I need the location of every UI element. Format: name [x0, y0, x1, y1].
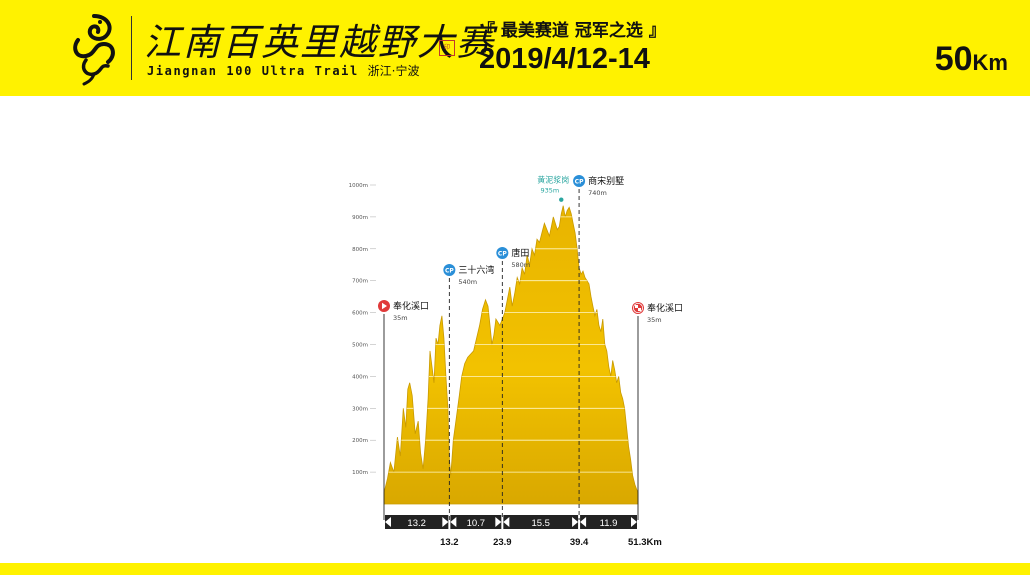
point-name-label: 奉化溪口: [393, 300, 429, 312]
segment-arrow-icon: [450, 517, 457, 527]
header-band: 江南百英里越野大赛 印 Jiangnan 100 Ultra Trail 浙江·…: [0, 0, 1030, 96]
segment-distance-label: 13.2: [407, 518, 426, 529]
checker-square: [635, 305, 638, 308]
segment-arrow-icon: [495, 517, 502, 527]
point-name-label: 唐田: [511, 247, 529, 259]
cp-icon: [496, 247, 509, 259]
segment-bar-block: [580, 515, 637, 529]
y-tick-label: 300m: [352, 406, 368, 412]
cp-icon: [443, 264, 456, 276]
play-triangle-icon: [382, 302, 387, 310]
dragon-logo-icon: [73, 14, 115, 86]
y-tick-label: 900m: [352, 215, 368, 221]
segment-bar-block: [450, 515, 502, 529]
checker-square: [638, 308, 641, 311]
segment-arrow-icon: [503, 517, 510, 527]
segment-distance-label: 10.7: [467, 518, 486, 529]
km-tick-label: 51.3Km: [628, 537, 662, 548]
race-title: 江南百英里越野大赛: [144, 21, 495, 64]
race-title-english: Jiangnan 100 Ultra Trail: [147, 64, 359, 78]
elevation-area: [383, 205, 639, 505]
peak-name-label: 黄泥浆岗: [537, 175, 569, 185]
footer-band: [0, 563, 1030, 575]
race-date: 2019/4/12-14: [479, 43, 650, 75]
peak-elevation-label: 935m: [541, 187, 560, 195]
segment-distance-label: 11.9: [600, 518, 618, 529]
point-elevation-label: 35m: [393, 314, 408, 322]
checkpoint-markers: 奉化溪口 35m CP 三十六湾 540m CP 唐田 580m 黄泥浆岗 935m CP 商宋别墅 7…: [378, 175, 683, 324]
distance-unit: Km: [972, 50, 1008, 75]
race-location: 浙江·宁波: [367, 64, 420, 78]
y-tick-label: 400m: [352, 374, 368, 380]
distance-badge: 50Km: [935, 40, 1008, 79]
y-tick-label: 100m: [352, 470, 368, 476]
red-seal-stamp: 印: [439, 40, 455, 56]
point-name-label: 商宋别墅: [588, 175, 624, 187]
point-name-label: 奉化溪口: [647, 302, 683, 314]
segment-bar-block: [503, 515, 579, 529]
checker-ring: [633, 302, 644, 313]
checkered-flag-icon: [633, 302, 644, 313]
point-elevation-label: 540m: [458, 278, 477, 286]
race-subtitle: Jiangnan 100 Ultra Trail 浙江·宁波: [147, 62, 419, 79]
point-elevation-label: 35m: [647, 316, 662, 324]
point-elevation-label: 740m: [588, 189, 607, 197]
logo-divider: [131, 16, 132, 80]
y-tick-label: 1000m: [349, 183, 368, 189]
segment-bar: 13.2 10.7 15.5 11.9: [385, 515, 637, 529]
segment-arrow-icon: [572, 517, 579, 527]
segment-arrow-icon: [442, 517, 449, 527]
y-axis-ticks: 100m 200m 300m 400m 500m 600m 700m 800m 900m 1000…: [349, 183, 376, 476]
segment-arrow-icon: [631, 517, 637, 527]
checkpoint-lines: [383, 189, 639, 520]
y-tick-label: 600m: [352, 311, 368, 317]
cp-marker-text: CP: [498, 250, 507, 257]
cp-icon: [573, 175, 586, 187]
y-tick-label: 500m: [352, 343, 368, 349]
cp-marker-text: CP: [445, 267, 454, 274]
y-tick-label: 200m: [352, 438, 368, 444]
y-tick-label: 800m: [352, 247, 368, 253]
peak-dot-icon: [559, 197, 564, 202]
point-name-label: 三十六湾: [458, 264, 494, 276]
segment-arrow-icon: [385, 517, 391, 527]
segment-arrow-icon: [580, 517, 587, 527]
point-elevation-label: 580m: [511, 261, 530, 269]
y-tick-label: 700m: [352, 279, 368, 285]
distance-value: 50: [934, 40, 973, 78]
cp-marker-text: CP: [575, 178, 584, 185]
km-axis: 13.2 23.9 39.4 51.3Km: [440, 537, 662, 548]
elevation-series-area: [383, 205, 639, 505]
race-slogan: 『 最美赛道 冠军之选 』: [478, 21, 666, 41]
km-tick-label: 13.2: [440, 537, 459, 548]
km-tick-label: 39.4: [570, 537, 589, 548]
segment-distance-label: 15.5: [531, 518, 550, 529]
km-tick-label: 23.9: [493, 537, 512, 548]
segment-bar-block: [385, 515, 449, 529]
